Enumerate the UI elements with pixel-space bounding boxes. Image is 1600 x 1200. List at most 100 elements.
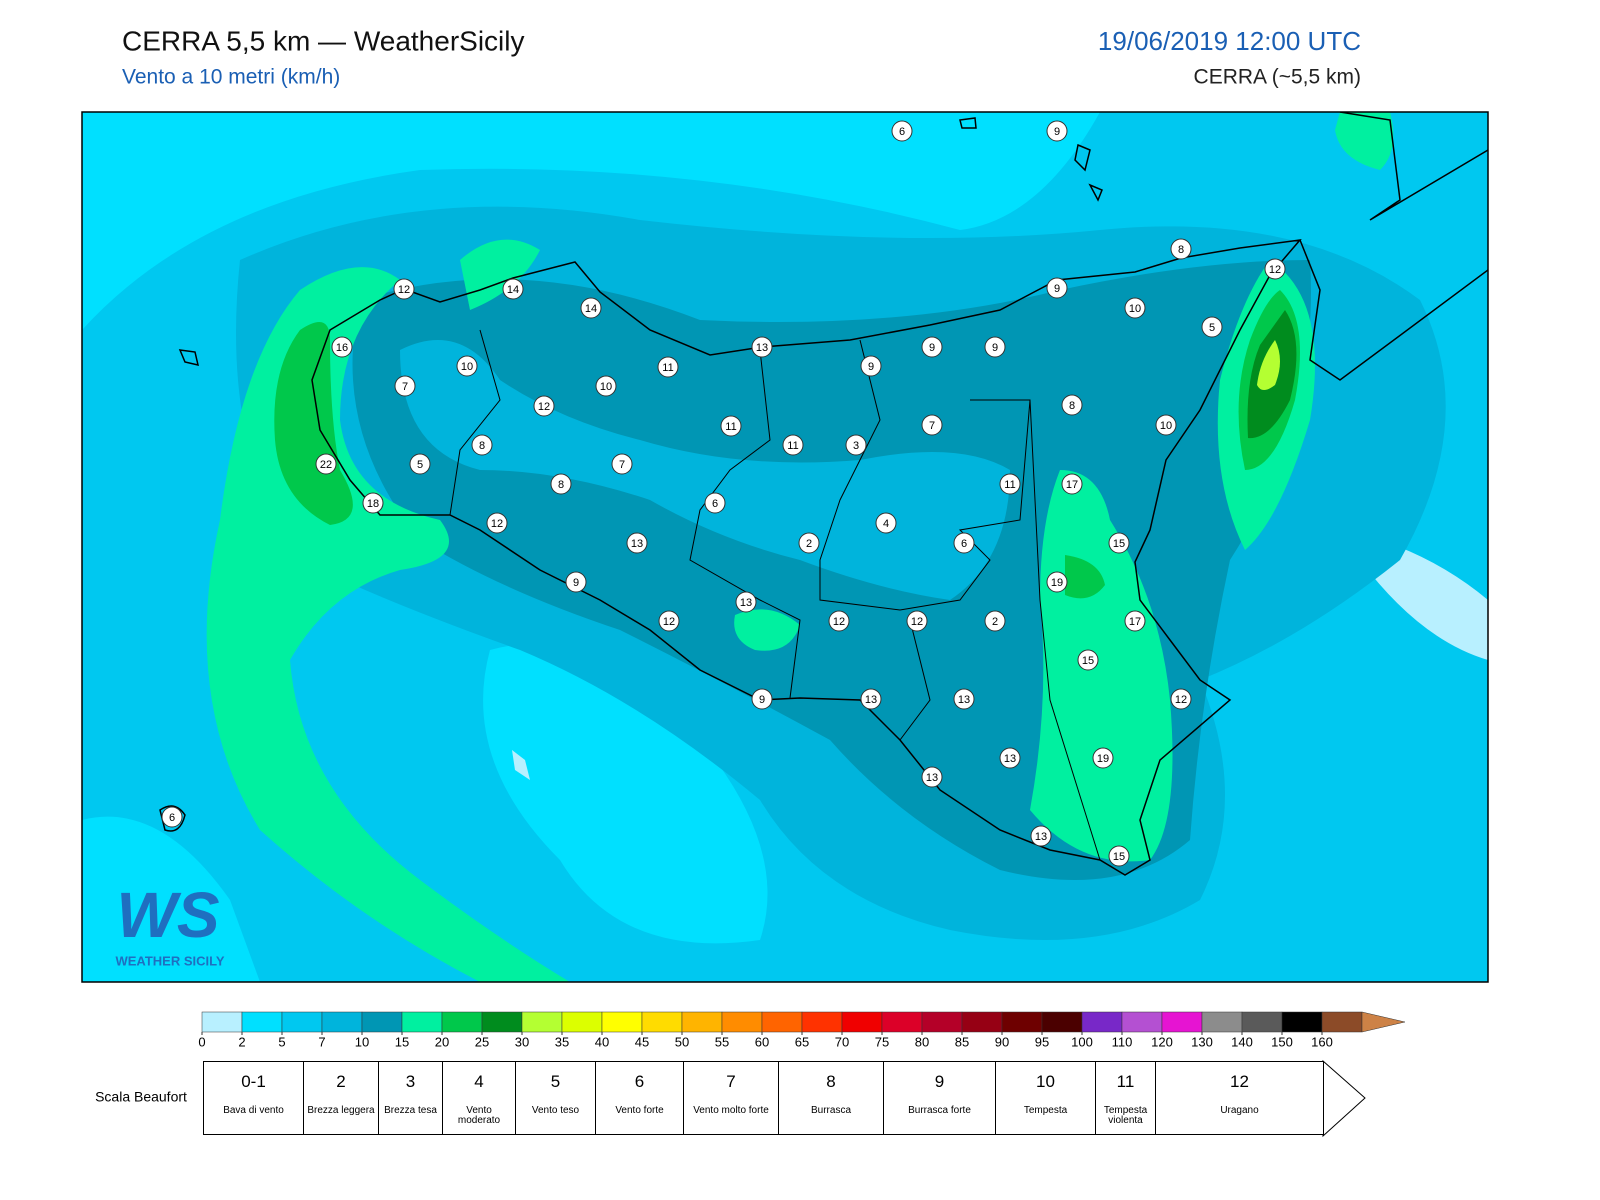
station-marker xyxy=(798,532,820,554)
station-marker xyxy=(1170,238,1192,260)
field-light xyxy=(483,644,768,944)
field-very-strong xyxy=(274,322,353,525)
colorbar-tick-label: 80 xyxy=(915,1034,929,1049)
station-marker xyxy=(1046,120,1068,142)
station-marker xyxy=(845,434,867,456)
field-very-strong xyxy=(1065,555,1105,599)
colorbar-bin xyxy=(321,1011,363,1033)
colorbar-bin xyxy=(201,1011,243,1033)
subtitle: Vento a 10 metri (km/h) xyxy=(122,66,340,89)
station-value: 13 xyxy=(958,694,970,706)
beaufort-name: Vento molto forte xyxy=(693,1105,769,1116)
beaufort-force: 6 xyxy=(634,1072,645,1091)
station-marker xyxy=(1030,825,1052,847)
station-value: 2 xyxy=(992,616,998,628)
beaufort-level: 10 Tempesta xyxy=(995,1061,1096,1135)
station-value: 9 xyxy=(573,577,579,589)
station-marker xyxy=(1155,414,1177,436)
station-marker xyxy=(393,278,415,300)
station-marker xyxy=(658,610,680,632)
station-value: 10 xyxy=(461,361,473,373)
beaufort-name: Burrasca xyxy=(810,1105,851,1116)
colorbar-bin xyxy=(441,1011,483,1033)
station-value: 9 xyxy=(868,361,874,373)
colorbar-bin xyxy=(681,1011,723,1033)
station-marker xyxy=(1201,316,1223,338)
beaufort-level: 2 Brezza leggera xyxy=(303,1061,379,1135)
colorbar-tick-label: 40 xyxy=(595,1034,609,1049)
station-value: 12 xyxy=(1269,264,1281,276)
colorbar-bin xyxy=(1161,1011,1203,1033)
beaufort-force: 9 xyxy=(934,1072,945,1091)
station-value: 7 xyxy=(402,381,408,393)
beaufort-name: Bava di vento xyxy=(223,1105,284,1116)
station-value: 6 xyxy=(712,498,718,510)
colorbar-tick-label: 130 xyxy=(1191,1034,1213,1049)
beaufort-name: Brezza leggera xyxy=(307,1105,375,1116)
colorbar-bin xyxy=(1001,1011,1043,1033)
station-marker xyxy=(1061,394,1083,416)
station-value: 17 xyxy=(1066,479,1078,491)
station-marker xyxy=(1124,610,1146,632)
station-marker xyxy=(1046,277,1068,299)
field-calm xyxy=(512,750,530,780)
station-value: 6 xyxy=(169,812,175,824)
station-value: 12 xyxy=(1175,694,1187,706)
beaufort-name: Vento teso xyxy=(531,1105,580,1116)
station-value: 22 xyxy=(320,459,332,471)
colorbar-bin xyxy=(841,1011,883,1033)
colorbar-bin xyxy=(361,1011,403,1033)
station-value: 19 xyxy=(1051,577,1063,589)
station-marker xyxy=(782,434,804,456)
station-value: 14 xyxy=(507,284,519,296)
beaufort-scale: 0-1 Bava di vento 2 Brezza leggera 3 Brezza t… xyxy=(0,1061,1600,1137)
station-marker xyxy=(595,375,617,397)
station-value: 5 xyxy=(1209,322,1215,334)
beaufort-force: 12 xyxy=(1230,1072,1249,1091)
colorbar-bin xyxy=(921,1011,963,1033)
colorbar-bin xyxy=(1321,1011,1363,1033)
beaufort-level: 6 Vento forte xyxy=(595,1061,684,1135)
colorbar-bin xyxy=(1121,1011,1163,1033)
colorbar-tick-label: 35 xyxy=(555,1034,569,1049)
beaufort-level: 9 Burrasca forte xyxy=(883,1061,996,1135)
station-value: 7 xyxy=(619,459,625,471)
station-value: 17 xyxy=(1129,616,1141,628)
station-value: 10 xyxy=(600,381,612,393)
field-light xyxy=(82,112,1100,330)
station-marker xyxy=(1046,571,1068,593)
field-strong xyxy=(734,609,800,651)
colorbar-bin xyxy=(761,1011,803,1033)
title: CERRA 5,5 km — WeatherSicily xyxy=(122,25,525,56)
beaufort-level: 8 Burrasca xyxy=(778,1061,884,1135)
province-border xyxy=(449,329,1101,861)
beaufort-name: Vento moderato xyxy=(457,1105,501,1126)
station-marker xyxy=(921,766,943,788)
colorbar-bin xyxy=(1281,1011,1323,1033)
station-marker xyxy=(984,336,1006,358)
colorbar: 0 2 5 7 10 15 20 25 30 35 40 45 50 55 60 65 70 75 80 85 90 95… xyxy=(198,1011,1406,1049)
station-value: 8 xyxy=(558,479,564,491)
beaufort-level: 5 Vento teso xyxy=(515,1061,596,1135)
station-marker xyxy=(1108,532,1130,554)
colorbar-bin xyxy=(1081,1011,1123,1033)
station-value: 5 xyxy=(417,459,423,471)
station-value: 13 xyxy=(1035,831,1047,843)
station-marker xyxy=(984,610,1006,632)
station-value: 11 xyxy=(1004,479,1015,491)
station-marker xyxy=(1108,845,1130,867)
station-marker xyxy=(486,512,508,534)
colorbar-tick-label: 7 xyxy=(318,1034,325,1049)
station-marker xyxy=(471,434,493,456)
beaufort-force: 7 xyxy=(726,1072,736,1091)
colorbar-extend xyxy=(1361,1011,1406,1033)
colorbar-bin xyxy=(601,1011,643,1033)
station-marker xyxy=(906,610,928,632)
station-value: 12 xyxy=(911,616,923,628)
station-marker xyxy=(953,532,975,554)
station-value: 6 xyxy=(961,538,967,550)
field-strong xyxy=(460,239,540,310)
colorbar-tick-label: 55 xyxy=(715,1034,729,1049)
station-marker xyxy=(891,120,913,142)
colorbar-tick-label: 50 xyxy=(675,1034,689,1049)
